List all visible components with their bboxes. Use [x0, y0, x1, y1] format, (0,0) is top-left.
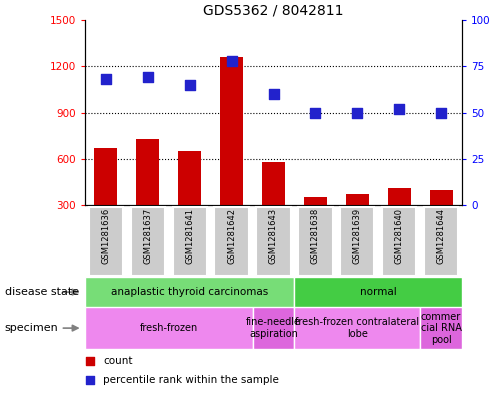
Bar	[304, 197, 327, 252]
Point	[353, 110, 361, 116]
Bar	[178, 151, 201, 252]
FancyBboxPatch shape	[215, 207, 249, 275]
FancyBboxPatch shape	[89, 207, 123, 275]
Text: GSM1281636: GSM1281636	[101, 208, 110, 264]
Point	[228, 58, 236, 64]
FancyBboxPatch shape	[340, 207, 374, 275]
Bar	[95, 148, 118, 252]
Text: specimen: specimen	[5, 323, 59, 333]
Text: fresh-frozen: fresh-frozen	[140, 323, 198, 333]
Point	[102, 76, 110, 83]
Text: GSM1281637: GSM1281637	[144, 208, 152, 264]
Text: disease state: disease state	[5, 287, 79, 297]
Text: fine-needle
aspiration: fine-needle aspiration	[246, 317, 301, 339]
Text: count: count	[103, 356, 133, 365]
Text: GSM1281644: GSM1281644	[437, 208, 445, 264]
FancyBboxPatch shape	[256, 207, 291, 275]
FancyBboxPatch shape	[420, 307, 462, 349]
Text: percentile rank within the sample: percentile rank within the sample	[103, 375, 279, 385]
Point	[261, 108, 269, 114]
FancyBboxPatch shape	[382, 207, 416, 275]
FancyBboxPatch shape	[424, 207, 458, 275]
Bar	[346, 194, 369, 252]
FancyBboxPatch shape	[131, 207, 165, 275]
Point	[270, 91, 277, 97]
Text: GSM1281639: GSM1281639	[353, 208, 362, 264]
Point	[312, 110, 319, 116]
Text: GSM1281640: GSM1281640	[394, 208, 404, 264]
Text: commer
cial RNA
pool: commer cial RNA pool	[420, 312, 462, 345]
Text: fresh-frozen contralateral
lobe: fresh-frozen contralateral lobe	[295, 317, 419, 339]
Title: GDS5362 / 8042811: GDS5362 / 8042811	[203, 4, 344, 18]
Text: normal: normal	[360, 287, 396, 297]
FancyBboxPatch shape	[172, 207, 207, 275]
Point	[437, 110, 445, 116]
FancyBboxPatch shape	[85, 307, 252, 349]
Point	[261, 281, 269, 287]
FancyBboxPatch shape	[252, 307, 294, 349]
FancyBboxPatch shape	[294, 307, 420, 349]
Point	[186, 82, 194, 88]
Bar	[430, 190, 453, 252]
Bar	[136, 139, 159, 252]
Bar	[262, 162, 285, 252]
Bar	[388, 188, 411, 252]
Text: GSM1281641: GSM1281641	[185, 208, 194, 264]
Text: GSM1281643: GSM1281643	[269, 208, 278, 264]
FancyBboxPatch shape	[298, 207, 333, 275]
FancyBboxPatch shape	[85, 277, 294, 307]
FancyBboxPatch shape	[294, 277, 462, 307]
Text: GSM1281642: GSM1281642	[227, 208, 236, 264]
Point	[144, 74, 152, 81]
Point	[395, 106, 403, 112]
Text: GSM1281638: GSM1281638	[311, 208, 320, 264]
Bar	[220, 57, 243, 252]
Text: anaplastic thyroid carcinomas: anaplastic thyroid carcinomas	[111, 287, 269, 297]
